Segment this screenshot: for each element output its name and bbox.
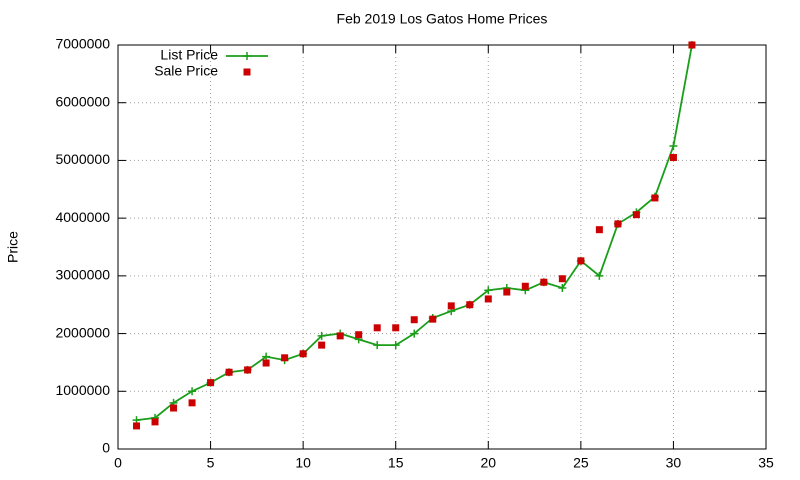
point	[410, 316, 418, 324]
x-tick-label: 15	[388, 455, 404, 471]
y-tick-label: 1000000	[55, 382, 110, 398]
y-tick-label: 3000000	[55, 267, 110, 283]
point	[651, 194, 659, 202]
x-tick-label: 20	[480, 455, 496, 471]
point	[151, 418, 159, 426]
series-line	[136, 44, 693, 422]
y-tick-label: 6000000	[55, 93, 110, 109]
point	[503, 288, 511, 296]
point	[225, 368, 233, 376]
point	[188, 399, 196, 407]
point	[188, 387, 197, 396]
point	[391, 341, 400, 350]
point	[373, 341, 382, 350]
point	[521, 282, 529, 290]
point	[207, 379, 215, 387]
point	[317, 331, 326, 340]
x-tick-label: 30	[666, 455, 682, 471]
point	[373, 324, 381, 332]
point	[577, 257, 585, 265]
point	[595, 271, 604, 280]
point	[262, 352, 271, 361]
plot-frame	[117, 44, 767, 450]
point	[410, 329, 419, 338]
point	[429, 315, 437, 323]
point	[318, 341, 326, 349]
point	[558, 283, 567, 292]
point	[262, 359, 270, 367]
point	[336, 332, 344, 340]
y-tick-label: 7000000	[55, 36, 110, 52]
point	[244, 366, 252, 374]
point	[299, 350, 307, 358]
y-tick-label: 2000000	[55, 324, 110, 340]
y-tick-label: 5000000	[55, 151, 110, 167]
point	[484, 286, 493, 295]
x-tick-label: 25	[573, 455, 589, 471]
point	[170, 404, 178, 412]
y-tick-label: 0	[102, 440, 110, 456]
point	[669, 142, 678, 150]
legend-marker	[243, 52, 251, 60]
legend-label: List Price	[160, 47, 218, 63]
y-tick-label: 4000000	[55, 209, 110, 225]
point	[447, 302, 455, 310]
chart-title: Feb 2019 Los Gatos Home Prices	[337, 11, 548, 27]
point	[281, 354, 289, 362]
point	[466, 301, 474, 309]
point	[614, 220, 622, 228]
point	[688, 41, 696, 49]
point	[540, 278, 548, 286]
point	[558, 275, 566, 283]
legend-label: Sale Price	[154, 63, 218, 79]
point	[484, 295, 492, 303]
point	[355, 331, 363, 339]
x-tick-label: 35	[758, 455, 774, 471]
point	[632, 211, 640, 219]
point	[669, 154, 677, 162]
x-tick-label: 0	[114, 455, 122, 471]
point	[595, 226, 603, 234]
point	[133, 422, 141, 430]
x-tick-label: 10	[295, 455, 311, 471]
y-axis-label: Price	[5, 231, 21, 263]
point	[392, 324, 400, 332]
legend-marker	[243, 68, 251, 76]
x-tick-label: 5	[207, 455, 215, 471]
